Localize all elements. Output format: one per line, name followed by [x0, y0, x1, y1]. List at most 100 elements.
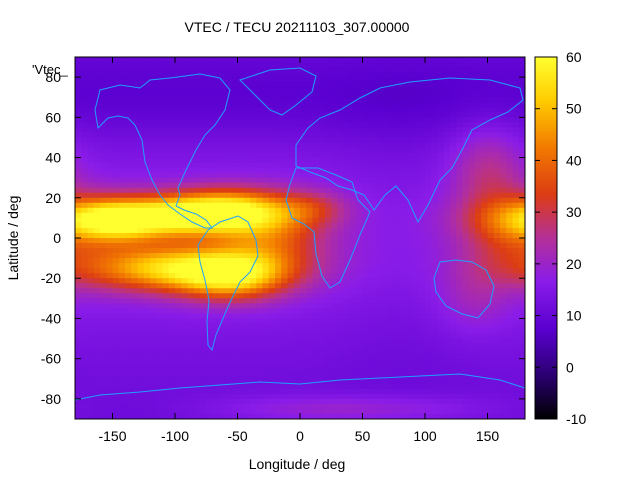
heatmap-cell [106, 62, 114, 68]
heatmap-cell [243, 403, 251, 410]
heatmap-cell [131, 278, 139, 284]
heatmap-cell [287, 77, 295, 83]
heatmap-cell [400, 303, 407, 309]
heatmap-cell [350, 172, 357, 179]
heatmap-cell [200, 248, 207, 254]
heatmap-cell [287, 192, 295, 199]
heatmap-cell [375, 87, 382, 93]
heatmap-cell [462, 388, 470, 395]
heatmap-cell [100, 107, 107, 113]
heatmap-cell [350, 177, 357, 184]
heatmap-cell [412, 268, 420, 274]
heatmap-cell [406, 293, 414, 299]
heatmap-cell [187, 328, 195, 335]
heatmap-cell [75, 57, 82, 63]
heatmap-cell [225, 82, 232, 88]
heatmap-cell [487, 383, 495, 390]
heatmap-cell [293, 248, 301, 254]
heatmap-cell [143, 142, 151, 149]
heatmap-cell [81, 197, 89, 204]
heatmap-cell [168, 253, 176, 259]
heatmap-cell [425, 137, 432, 144]
heatmap-cell [281, 57, 289, 63]
heatmap-cell [256, 273, 264, 279]
heatmap-cell [493, 107, 501, 113]
heatmap-cell [275, 127, 282, 134]
heatmap-cell [431, 358, 439, 365]
heatmap-cell [481, 122, 489, 128]
heatmap-cell [475, 127, 482, 134]
heatmap-cell [381, 227, 389, 234]
heatmap-cell [162, 222, 170, 229]
heatmap-cell [156, 293, 164, 299]
heatmap-cell [456, 92, 464, 98]
heatmap-cell [268, 207, 276, 214]
heatmap-cell [425, 323, 432, 330]
heatmap-cell [256, 388, 264, 395]
heatmap-cell [193, 398, 201, 405]
heatmap-cell [175, 172, 182, 179]
heatmap-cell [318, 162, 326, 169]
heatmap-cell [368, 243, 376, 249]
heatmap-cell [387, 323, 395, 330]
heatmap-cell [237, 243, 245, 249]
heatmap-cell [368, 132, 376, 139]
heatmap-cell [493, 67, 501, 73]
heatmap-cell [75, 187, 82, 194]
heatmap-cell [343, 137, 351, 144]
heatmap-cell [337, 313, 345, 320]
heatmap-cell [387, 132, 395, 139]
heatmap-cell [181, 167, 189, 174]
heatmap-cell [381, 122, 389, 128]
heatmap-cell [375, 278, 382, 284]
heatmap-cell [362, 253, 370, 259]
heatmap-cell [156, 182, 164, 189]
heatmap-cell [212, 142, 220, 149]
heatmap-cell [312, 323, 320, 330]
heatmap-cell [331, 288, 339, 294]
heatmap-cell [225, 248, 232, 254]
heatmap-cell [187, 102, 195, 108]
heatmap-cell [331, 182, 339, 189]
heatmap-cell [125, 308, 132, 315]
heatmap-cell [362, 137, 370, 144]
heatmap-cell [293, 298, 301, 304]
heatmap-cell [387, 283, 395, 289]
heatmap-cell [231, 318, 239, 325]
heatmap-cell [293, 222, 301, 229]
heatmap-cell [356, 368, 364, 375]
heatmap-cell [443, 358, 451, 365]
heatmap-cell [106, 318, 114, 325]
heatmap-cell [475, 217, 482, 224]
heatmap-cell [300, 222, 307, 229]
heatmap-cell [331, 383, 339, 390]
heatmap-cell [481, 353, 489, 360]
heatmap-cell [350, 107, 357, 113]
heatmap-cell [150, 72, 157, 78]
heatmap-cell [218, 217, 226, 224]
heatmap-cell [193, 147, 201, 154]
heatmap-cell [518, 212, 525, 219]
heatmap-cell [362, 308, 370, 315]
heatmap-cell [512, 112, 520, 118]
heatmap-cell [137, 152, 145, 159]
heatmap-cell [331, 117, 339, 123]
heatmap-cell [218, 167, 226, 174]
heatmap-cell [331, 293, 339, 299]
heatmap-cell [312, 368, 320, 375]
heatmap-cell [406, 152, 414, 159]
heatmap-cell [268, 192, 276, 199]
heatmap-cell [443, 72, 451, 78]
heatmap-cell [118, 107, 126, 113]
heatmap-cell [243, 353, 251, 360]
heatmap-cell [406, 303, 414, 309]
heatmap-cell [168, 263, 176, 269]
heatmap-cell [500, 217, 507, 224]
heatmap-cell [175, 137, 182, 144]
heatmap-cell [212, 313, 220, 320]
heatmap-cell [118, 167, 126, 174]
heatmap-cell [393, 117, 401, 123]
heatmap-cell [287, 358, 295, 365]
heatmap-cell [375, 373, 382, 380]
heatmap-cell [250, 258, 257, 264]
